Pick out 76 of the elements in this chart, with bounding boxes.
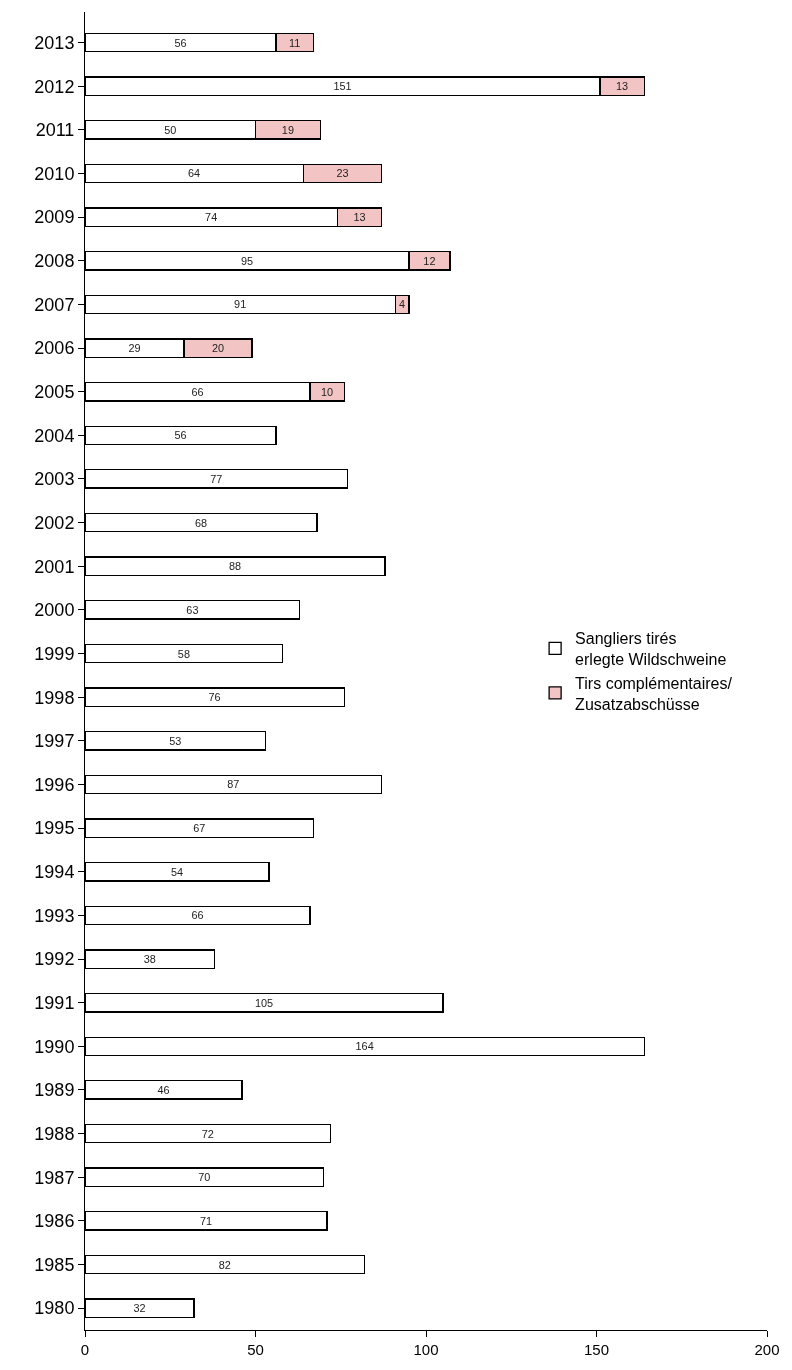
data-label: 87 xyxy=(227,778,240,791)
data-label: 77 xyxy=(210,472,223,485)
y-tick-label: 2004 xyxy=(34,425,75,446)
y-tick-label: 2002 xyxy=(34,512,75,533)
y-tick-label: 2011 xyxy=(35,120,75,141)
data-label: 32 xyxy=(133,1302,146,1315)
y-tick-label: 1998 xyxy=(34,687,75,708)
y-tick-label: 2008 xyxy=(34,251,75,272)
x-tick-label: 0 xyxy=(80,1341,90,1358)
y-tick-label: 2001 xyxy=(34,556,75,577)
data-label: 10 xyxy=(321,385,334,398)
legend-label: Sangliers tirés erlegte Wildschweine xyxy=(575,630,727,668)
data-label: 67 xyxy=(193,822,206,835)
y-tick-label: 1996 xyxy=(34,774,75,795)
data-label: 82 xyxy=(218,1258,231,1271)
data-label: 50 xyxy=(164,123,177,136)
x-tick-label: 150 xyxy=(583,1341,610,1358)
data-label: 23 xyxy=(336,167,349,180)
data-label: 105 xyxy=(254,996,274,1009)
data-label: 74 xyxy=(205,211,218,224)
y-tick-label: 2000 xyxy=(34,600,75,621)
y-tick-label: 1994 xyxy=(34,862,75,883)
data-label: 13 xyxy=(353,211,366,224)
data-label: 11 xyxy=(289,36,301,49)
data-label: 58 xyxy=(177,647,190,660)
y-tick-label: 2003 xyxy=(34,469,75,490)
y-tick-label: 1988 xyxy=(34,1123,75,1144)
y-tick-label: 1995 xyxy=(34,818,75,839)
y-tick-label: 1992 xyxy=(34,949,75,970)
y-tick-label: 2005 xyxy=(34,381,75,402)
data-label: 56 xyxy=(174,429,187,442)
y-tick-label: 2009 xyxy=(34,207,75,228)
y-tick-label: 1980 xyxy=(34,1298,75,1319)
data-label: 66 xyxy=(191,385,204,398)
x-tick-label: 100 xyxy=(413,1341,439,1358)
y-tick-label: 1989 xyxy=(34,1080,75,1101)
y-tick-label: 2007 xyxy=(34,294,75,315)
data-label: 63 xyxy=(186,603,199,616)
y-tick-label: 1986 xyxy=(34,1211,75,1232)
y-tick-label: 2010 xyxy=(34,163,75,184)
y-tick-label: 1999 xyxy=(34,643,75,664)
y-tick-label: 1990 xyxy=(34,1036,75,1057)
data-label: 64 xyxy=(188,167,201,180)
data-label: 95 xyxy=(240,254,254,267)
y-tick-label: 2013 xyxy=(34,32,75,53)
x-tick-label: 200 xyxy=(754,1341,780,1358)
y-tick-label: 2006 xyxy=(34,338,75,359)
data-label: 151 xyxy=(333,80,352,93)
y-tick-label: 1991 xyxy=(34,992,75,1013)
data-label: 53 xyxy=(169,734,182,747)
data-label: 66 xyxy=(191,909,204,922)
data-label: 54 xyxy=(171,865,184,878)
legend-label: Tirs complémentaires/ Zusatzabschüsse xyxy=(575,674,733,713)
data-label: 88 xyxy=(228,560,242,573)
data-label: 56 xyxy=(174,36,187,49)
y-tick-label: 1993 xyxy=(34,905,75,926)
y-tick-label: 1985 xyxy=(34,1254,75,1275)
data-label: 38 xyxy=(143,953,156,966)
data-label: 29 xyxy=(128,342,141,355)
data-label: 19 xyxy=(281,123,294,136)
data-label: 164 xyxy=(355,1040,374,1053)
data-label: 68 xyxy=(194,516,207,529)
y-tick-label: 1987 xyxy=(34,1167,75,1188)
y-tick-label: 1997 xyxy=(34,731,75,752)
y-tick-label: 2012 xyxy=(34,76,75,97)
data-label: 12 xyxy=(423,254,436,267)
data-label: 13 xyxy=(616,80,629,93)
data-label: 4 xyxy=(399,298,406,311)
data-label: 76 xyxy=(208,691,221,704)
data-label: 91 xyxy=(234,298,247,311)
data-label: 70 xyxy=(198,1171,211,1184)
data-label: 20 xyxy=(211,342,225,355)
data-label: 71 xyxy=(200,1214,213,1227)
x-tick-label: 50 xyxy=(247,1341,264,1358)
data-label: 46 xyxy=(157,1083,170,1096)
data-label: 72 xyxy=(201,1127,214,1140)
